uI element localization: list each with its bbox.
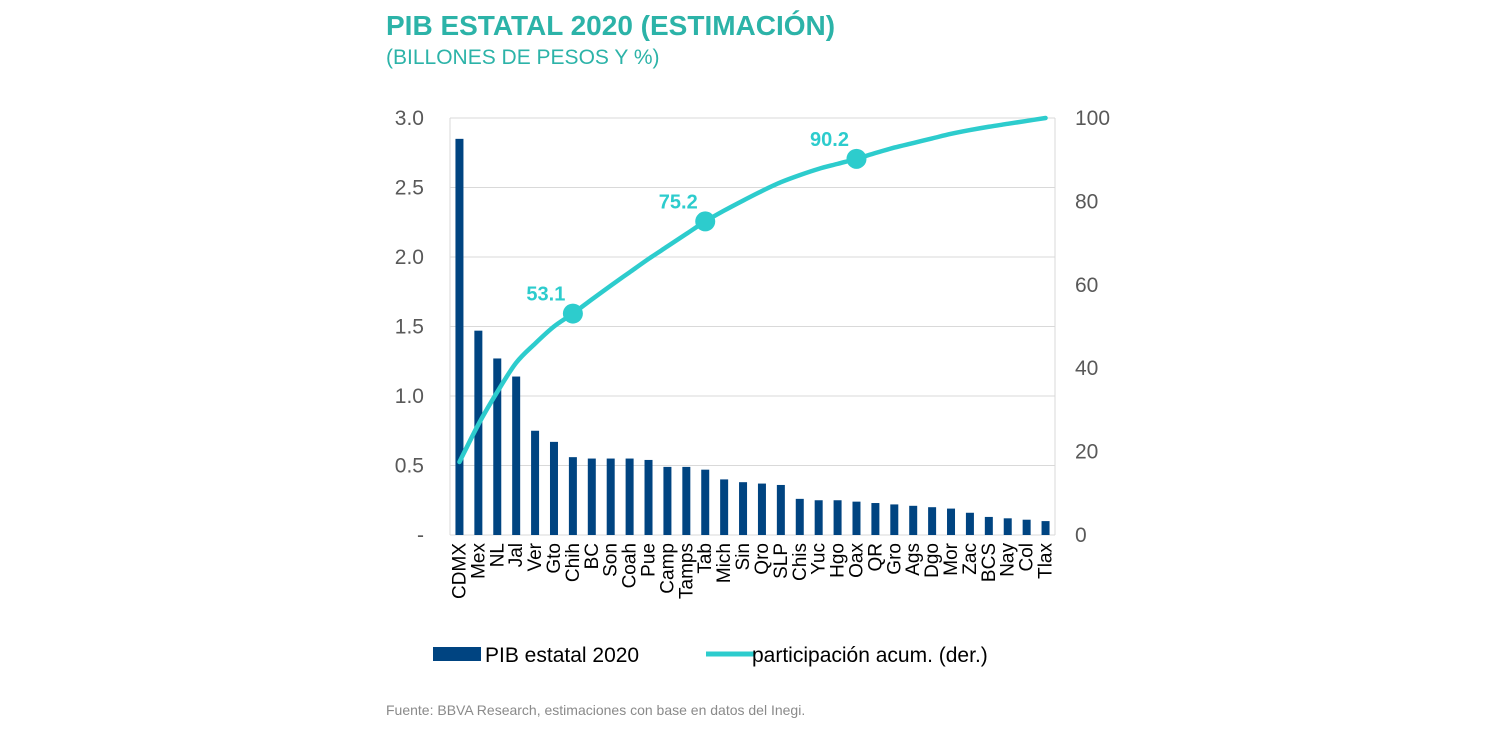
bar [947, 508, 956, 535]
x-category-label: Dgo [922, 543, 943, 578]
bar [474, 330, 483, 535]
x-category-label: Mex [468, 543, 489, 579]
y-right-tick-label: 40 [1075, 357, 1098, 380]
y-right-tick-label: 0 [1075, 524, 1087, 547]
x-category-label: Oax [846, 543, 867, 578]
chart-subtitle: (BILLONES DE PESOS Y %) [386, 46, 660, 69]
bar-series [455, 138, 1050, 535]
x-category-label: NL [487, 543, 508, 567]
x-category-label: Chis [790, 543, 811, 581]
y-right-tick-label: 20 [1075, 441, 1098, 464]
bar [549, 441, 558, 535]
x-category-label: Qro [752, 543, 773, 575]
bar [701, 469, 710, 535]
bar [531, 430, 540, 535]
x-category-label: Pue [639, 543, 660, 577]
x-category-label: Tamps [676, 543, 697, 599]
bar [663, 466, 672, 535]
x-category-label: Jal [506, 543, 527, 567]
bar [1041, 521, 1050, 535]
legend: PIB estatal 2020 participación acum. (der… [433, 644, 988, 667]
x-category-label: Sin [733, 543, 754, 570]
bar [587, 458, 596, 535]
bar [739, 482, 748, 535]
x-category-label: Mor [941, 542, 962, 575]
bar [493, 358, 502, 535]
x-category-label: Col [1017, 543, 1038, 572]
x-category-label: Chih [563, 543, 584, 582]
highlight-label: 53.1 [526, 284, 565, 306]
bar [455, 138, 464, 535]
line-series [457, 115, 1048, 465]
cumulative-line [457, 115, 1048, 465]
grid-lines [450, 117, 1055, 536]
x-category-label: QR [865, 543, 886, 572]
bar [984, 516, 993, 535]
bar [928, 507, 937, 535]
y-left-tick-label: 3.0 [395, 107, 424, 130]
right-axis: 0 20 40 60 80 100 [1054, 107, 1110, 547]
bar [776, 484, 785, 535]
highlight-marker [562, 303, 583, 324]
bar [871, 503, 880, 535]
highlight-label: 90.2 [810, 129, 849, 151]
x-category-label: Tab [695, 543, 716, 574]
left-axis: - 0.5 1.0 1.5 2.0 2.5 3.0 [395, 107, 451, 547]
y-right-tick-label: 60 [1075, 274, 1098, 297]
x-category-label: Son [601, 543, 622, 577]
x-category-label: Camp [657, 543, 678, 594]
x-category-label: Nay [998, 543, 1019, 577]
bar [852, 501, 861, 535]
y-right-tick-label: 100 [1075, 107, 1110, 130]
x-category-label: Hgo [828, 543, 849, 578]
bar [890, 504, 899, 535]
x-category-label: Tlax [1036, 543, 1057, 579]
bar [644, 459, 653, 535]
bar [795, 498, 804, 535]
x-category-label: BCS [979, 543, 1000, 582]
highlight-marker [846, 148, 867, 169]
x-category-label: Gro [884, 543, 905, 575]
bar [814, 500, 823, 535]
y-left-tick-label: 2.5 [395, 177, 424, 200]
legend-swatch-bar [433, 647, 481, 661]
x-category-label: Gto [544, 543, 565, 574]
y-right-tick-label: 80 [1075, 190, 1098, 213]
y-left-tick-label: 2.0 [395, 246, 424, 269]
x-category-label: Yuc [809, 543, 830, 575]
bar [757, 483, 766, 535]
x-axis: CDMXMexNLJalVerGtoChihBCSonCoahPueCampTa… [449, 542, 1056, 599]
source-note: Fuente: BBVA Research, estimaciones con … [386, 702, 806, 718]
y-left-tick-label: - [417, 524, 424, 547]
y-left-tick-label: 1.5 [395, 316, 424, 339]
x-category-label: CDMX [449, 543, 470, 599]
bar [606, 458, 615, 535]
x-category-label: BC [582, 543, 603, 569]
bar [1022, 519, 1031, 535]
chart-title: PIB ESTATAL 2020 (ESTIMACIÓN) [386, 10, 836, 41]
x-category-label: Mich [714, 543, 735, 583]
bar [965, 512, 974, 535]
y-left-tick-label: 0.5 [395, 455, 424, 478]
bar [512, 376, 521, 535]
bar [720, 479, 729, 535]
x-category-label: Zac [960, 543, 981, 575]
bar [1003, 518, 1012, 535]
highlight-label: 75.2 [659, 191, 698, 213]
bar [909, 505, 918, 535]
highlight-marker [695, 211, 716, 232]
bar [682, 466, 691, 535]
y-left-tick-label: 1.0 [395, 385, 424, 408]
x-category-label: Ags [903, 543, 924, 576]
bar [568, 457, 577, 535]
highlight-annotations: 53.1 75.2 90.2 [526, 129, 867, 324]
x-category-label: SLP [771, 543, 792, 579]
x-category-label: Ver [525, 542, 546, 571]
bar [833, 500, 842, 535]
legend-label-line: participación acum. (der.) [752, 644, 988, 667]
x-category-label: Coah [620, 543, 641, 588]
bar [625, 458, 634, 535]
legend-label-bar: PIB estatal 2020 [485, 644, 639, 667]
